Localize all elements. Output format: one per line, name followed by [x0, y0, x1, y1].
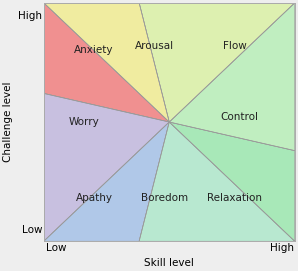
- Text: Boredom: Boredom: [141, 193, 188, 203]
- Polygon shape: [169, 122, 295, 241]
- Text: Flow: Flow: [223, 41, 246, 51]
- Text: Arousal: Arousal: [135, 41, 174, 51]
- Text: Worry: Worry: [69, 117, 99, 127]
- Polygon shape: [44, 3, 169, 122]
- Polygon shape: [44, 3, 169, 122]
- Polygon shape: [44, 122, 169, 241]
- Text: Relaxation: Relaxation: [207, 193, 262, 203]
- Text: Control: Control: [221, 112, 259, 122]
- Text: Anxiety: Anxiety: [74, 46, 114, 56]
- Y-axis label: Challenge level: Challenge level: [3, 82, 13, 162]
- Polygon shape: [139, 3, 295, 122]
- Text: Apathy: Apathy: [75, 193, 112, 203]
- Polygon shape: [44, 93, 169, 241]
- X-axis label: Skill level: Skill level: [144, 258, 194, 268]
- Polygon shape: [139, 122, 295, 241]
- Polygon shape: [169, 3, 295, 151]
